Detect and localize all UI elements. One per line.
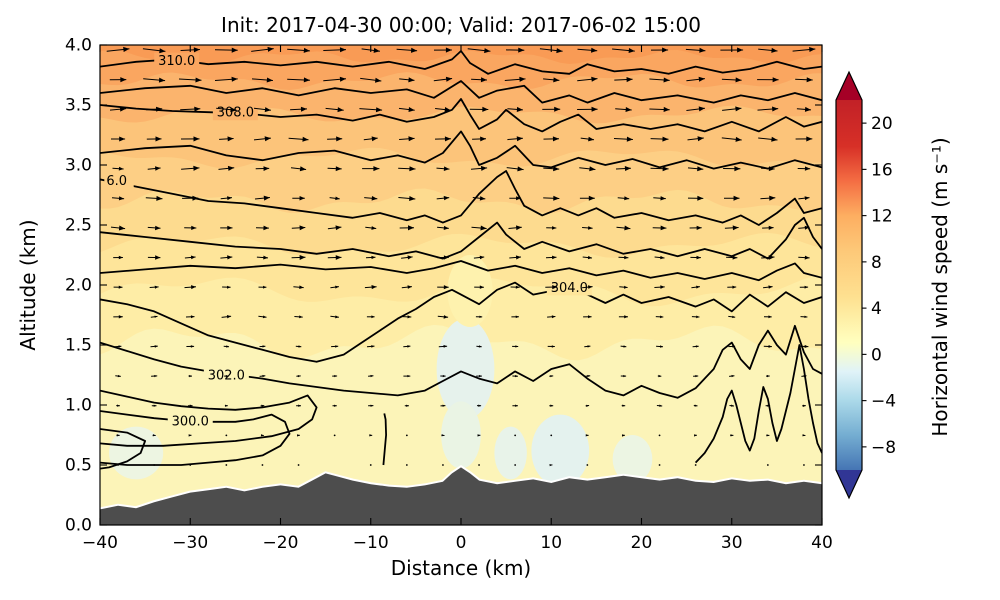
contour-label: 300.0 <box>172 415 209 430</box>
y-tick-label: 1.0 <box>65 396 92 416</box>
y-tick-label: 0.0 <box>65 516 92 536</box>
x-axis-label: Distance (km) <box>390 556 532 580</box>
low-wind-patch <box>441 401 481 469</box>
y-tick-label: 4.0 <box>65 36 92 56</box>
colorbar-gradient <box>836 100 862 470</box>
contour-line <box>100 50 822 75</box>
contour-line <box>100 98 822 133</box>
colorbar-tick-label: −4 <box>871 392 896 412</box>
colorbar-tick-label: −8 <box>871 438 896 458</box>
contour-label: 308.0 <box>217 106 254 121</box>
colorbar: 20 16 12 8 4 0 −4 −8 <box>835 70 896 500</box>
contour-line <box>100 130 822 170</box>
contour-line <box>100 170 822 226</box>
contour-lines <box>100 50 822 470</box>
low-wind-patch <box>531 414 590 487</box>
terrain <box>100 467 822 525</box>
contour-line <box>100 389 318 447</box>
colorbar-tick-label: 12 <box>871 207 893 227</box>
low-wind-patch <box>494 426 527 480</box>
quiver-arrows <box>106 46 816 467</box>
contour-label-halo <box>203 367 249 383</box>
colorbar-tick-label: 16 <box>871 160 893 180</box>
contour-line <box>100 216 822 260</box>
contour-label-halo <box>546 279 592 296</box>
colorbar-label: Horizontal wind speed (m s⁻¹) <box>928 137 952 437</box>
low-wind-patch <box>436 318 495 420</box>
plot-title: Init: 2017-04-30 00:00; Valid: 2017-06-0… <box>221 13 701 37</box>
x-tick-label: 0 <box>456 533 467 553</box>
contour-line <box>100 428 146 470</box>
y-tick-label: 0.5 <box>65 456 92 476</box>
colorbar-tick-label: 4 <box>871 299 882 319</box>
colorbar-under-arrow <box>836 470 862 498</box>
contour-line <box>694 344 822 464</box>
contour-line <box>100 80 822 104</box>
x-tick-label: 10 <box>540 533 562 553</box>
contour-line <box>100 324 822 399</box>
contour-line <box>100 260 822 282</box>
colorbar-tick-label: 8 <box>871 253 882 273</box>
axes: −40 −30 −20 −10 0 10 20 30 40 0.0 0.5 1.0 1.5 2.0 2.5 3… <box>65 36 833 554</box>
contour-line <box>382 413 387 466</box>
y-axis-label: Altitude (km) <box>16 219 40 351</box>
y-tick-label: 2.0 <box>65 276 92 296</box>
colorbar-tick-label: 20 <box>871 114 893 134</box>
low-wind-patch <box>447 255 493 327</box>
x-tick-label: −30 <box>172 533 208 553</box>
y-tick-label: 1.5 <box>65 336 92 356</box>
colorbar-tick-label: 0 <box>871 345 882 365</box>
low-wind-patch <box>612 435 653 483</box>
x-tick-label: −40 <box>82 533 118 553</box>
y-tick-label: 3.5 <box>65 96 92 116</box>
y-tick-label: 2.5 <box>65 216 92 236</box>
y-tick-label: 3.0 <box>65 156 92 176</box>
x-tick-label: −20 <box>263 533 299 553</box>
colorbar-over-arrow <box>836 72 862 100</box>
x-tick-label: 40 <box>811 533 833 553</box>
contour-label: 304.0 <box>551 281 588 296</box>
contour-label-halo <box>154 52 200 69</box>
contour-label: 310.0 <box>158 54 195 69</box>
x-tick-label: 20 <box>631 533 653 553</box>
contour-label-halo <box>212 104 258 121</box>
contour-label-halo <box>104 172 134 189</box>
contour-label-halo <box>167 413 213 430</box>
x-tick-label: −10 <box>353 533 389 553</box>
contour-line <box>100 281 822 363</box>
x-tick-label: 30 <box>721 533 743 553</box>
contour-label: 6.0 <box>106 174 127 189</box>
low-wind-patch <box>109 426 164 480</box>
